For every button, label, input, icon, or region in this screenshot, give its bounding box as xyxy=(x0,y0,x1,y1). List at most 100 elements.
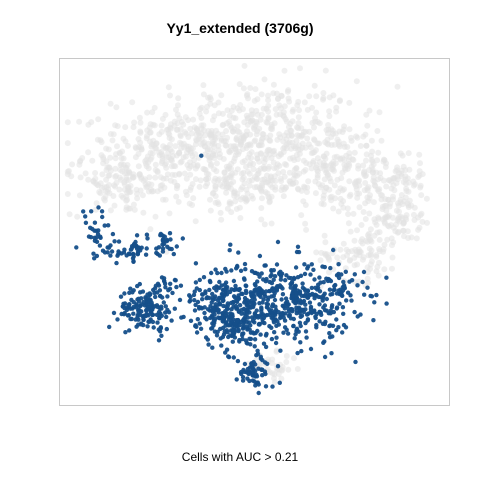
high-auc-point xyxy=(199,153,204,158)
high-auc-point xyxy=(252,344,257,349)
high-auc-point xyxy=(274,262,280,267)
low-auc-point xyxy=(265,193,272,200)
low-auc-point xyxy=(320,90,327,96)
high-auc-point xyxy=(280,292,286,297)
high-auc-point xyxy=(141,317,146,323)
low-auc-point xyxy=(405,150,412,157)
low-auc-point xyxy=(259,195,265,202)
low-auc-point xyxy=(74,213,81,220)
low-auc-point xyxy=(107,100,114,107)
high-auc-point xyxy=(252,337,258,342)
low-auc-point xyxy=(296,107,302,114)
low-auc-point xyxy=(123,204,130,211)
low-auc-point xyxy=(351,237,358,244)
high-auc-point xyxy=(307,300,313,305)
low-auc-point xyxy=(323,169,330,176)
low-auc-point xyxy=(223,120,230,127)
low-auc-point xyxy=(346,150,353,157)
low-auc-point xyxy=(328,197,335,204)
low-auc-point xyxy=(207,196,213,203)
low-auc-point xyxy=(210,138,216,145)
low-auc-point xyxy=(224,166,231,173)
high-auc-point xyxy=(150,306,155,311)
high-auc-point xyxy=(220,296,226,301)
high-auc-point xyxy=(283,278,288,283)
low-auc-point xyxy=(107,154,114,161)
high-auc-point xyxy=(231,355,236,360)
high-auc-point xyxy=(188,318,194,323)
low-auc-point xyxy=(362,216,369,222)
high-auc-point xyxy=(266,295,271,300)
high-auc-point xyxy=(253,383,258,388)
low-auc-point xyxy=(175,95,182,102)
high-auc-point xyxy=(250,295,255,300)
high-auc-point xyxy=(209,300,214,305)
high-auc-point xyxy=(147,291,152,296)
high-auc-point xyxy=(238,268,244,273)
low-auc-point xyxy=(341,156,348,163)
high-auc-point xyxy=(242,261,248,267)
high-auc-point xyxy=(362,292,367,297)
high-auc-point xyxy=(232,321,238,326)
high-auc-point xyxy=(277,380,282,385)
low-auc-point xyxy=(64,191,71,197)
high-auc-point xyxy=(272,291,277,296)
high-auc-point xyxy=(317,275,322,280)
high-auc-point xyxy=(280,286,285,291)
low-auc-point xyxy=(247,85,254,91)
high-auc-point xyxy=(174,284,179,290)
high-auc-point xyxy=(232,327,237,333)
high-auc-point xyxy=(91,251,96,256)
low-auc-point xyxy=(244,190,251,197)
high-auc-point xyxy=(341,311,346,316)
low-auc-point xyxy=(134,195,141,202)
low-auc-point xyxy=(210,189,217,196)
low-auc-point xyxy=(293,165,300,172)
low-auc-point xyxy=(260,105,267,112)
high-auc-point xyxy=(269,325,274,330)
low-auc-point xyxy=(298,212,305,219)
high-auc-point xyxy=(164,314,169,320)
low-auc-point xyxy=(322,252,329,259)
high-auc-point xyxy=(276,310,281,315)
low-auc-point xyxy=(226,174,233,181)
low-auc-point xyxy=(383,202,390,209)
high-auc-point xyxy=(202,310,207,316)
high-auc-point xyxy=(137,308,142,313)
low-auc-point xyxy=(358,238,365,245)
high-auc-point xyxy=(235,297,240,302)
low-auc-point xyxy=(240,135,247,141)
high-auc-point xyxy=(193,302,198,308)
low-auc-point xyxy=(184,149,190,156)
high-auc-point xyxy=(250,378,255,383)
high-auc-point xyxy=(141,299,146,305)
high-auc-point xyxy=(197,287,202,293)
high-auc-point xyxy=(215,329,220,334)
high-auc-point xyxy=(240,378,246,383)
high-auc-point xyxy=(301,298,307,304)
high-auc-point xyxy=(308,346,314,352)
high-auc-point xyxy=(214,333,220,338)
low-auc-point xyxy=(165,84,172,91)
high-auc-point xyxy=(195,299,201,305)
low-auc-point xyxy=(286,169,293,176)
low-auc-point xyxy=(277,111,284,118)
low-auc-point xyxy=(166,131,173,138)
high-auc-point xyxy=(273,340,279,346)
high-auc-point xyxy=(129,316,134,322)
low-auc-point xyxy=(117,162,124,169)
high-auc-point xyxy=(268,274,273,279)
low-auc-point xyxy=(282,184,289,191)
high-auc-point xyxy=(272,297,278,303)
low-auc-point xyxy=(266,199,273,206)
low-auc-point xyxy=(228,107,235,114)
high-auc-point xyxy=(248,304,254,309)
high-auc-point xyxy=(215,270,220,276)
high-auc-point xyxy=(324,296,329,302)
high-auc-point xyxy=(374,292,379,298)
low-auc-point xyxy=(167,121,174,128)
low-auc-point xyxy=(350,210,357,217)
low-auc-point xyxy=(109,137,116,144)
high-auc-point xyxy=(102,223,107,228)
high-auc-point xyxy=(322,321,328,327)
